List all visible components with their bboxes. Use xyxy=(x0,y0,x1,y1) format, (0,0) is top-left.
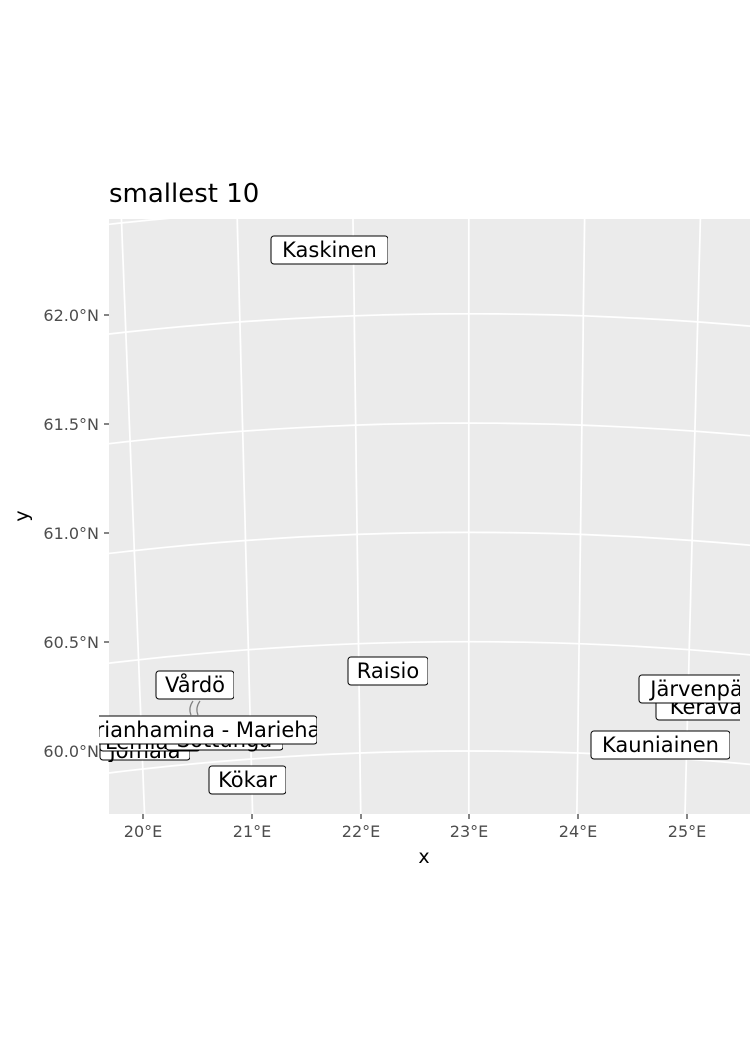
y-tick: 62.0°N xyxy=(43,306,109,325)
graticule-parallel xyxy=(109,422,750,445)
place-label-text: Kökar xyxy=(218,768,277,792)
graticule-meridian xyxy=(120,219,146,814)
x-tick-label: 24°E xyxy=(559,822,597,841)
place-label-box xyxy=(590,730,730,760)
x-tick: 22°E xyxy=(342,814,380,841)
x-tick: 21°E xyxy=(233,814,271,841)
place-label-kokar: Kökar xyxy=(208,765,286,795)
x-axis-title: x xyxy=(418,846,429,868)
y-axis-title: y xyxy=(11,510,33,521)
y-tick-label: 61.5°N xyxy=(43,415,99,434)
graticule-parallel xyxy=(109,312,750,335)
y-tick: 61.5°N xyxy=(43,415,109,434)
place-label-box xyxy=(99,715,317,745)
x-tick-label: 21°E xyxy=(233,822,271,841)
y-tick-label: 62.0°N xyxy=(43,306,99,325)
place-label-kaskinen: Kaskinen xyxy=(270,235,388,265)
x-tick: 24°E xyxy=(559,814,597,841)
place-label-text: Vårdö xyxy=(165,672,225,697)
leader-line xyxy=(189,700,194,716)
graticule-parallel xyxy=(109,531,750,555)
x-tick-label: 23°E xyxy=(450,822,488,841)
x-tick-label: 20°E xyxy=(124,822,162,841)
place-label-box xyxy=(208,765,286,795)
graticule-parallel xyxy=(109,750,750,774)
place-label-box xyxy=(155,670,234,700)
graticule-meridian xyxy=(576,219,586,814)
graticule-meridian xyxy=(4,194,43,936)
y-tick-label: 61.0°N xyxy=(43,524,99,543)
leader-lines xyxy=(189,700,201,716)
graticule-parallel xyxy=(109,640,750,665)
place-label-text: Järvenpää xyxy=(648,677,750,701)
y-axis: 60.0°N 60.5°N 61.0°N 61.5°N 62.0°N xyxy=(43,306,109,761)
graticule-meridian xyxy=(352,219,362,814)
place-label-text: Kaskinen xyxy=(282,238,377,262)
y-tick: 60.0°N xyxy=(43,742,109,761)
map-title: smallest 10 xyxy=(109,179,259,209)
place-labels: KaskinenRaisioJomalaLemlandSottungaMaari… xyxy=(52,235,750,795)
x-axis: 20°E 21°E 22°E 23°E 24°E 25°E xyxy=(124,814,706,841)
place-label-box xyxy=(270,235,388,265)
place-label-text: Raisio xyxy=(357,659,419,683)
place-label-jarvenpaa: Järvenpää xyxy=(638,674,750,704)
place-label-vardo: Vårdö xyxy=(155,670,234,700)
x-tick-label: 22°E xyxy=(342,822,380,841)
leader-line xyxy=(196,700,201,716)
place-label-raisio: Raisio xyxy=(347,656,428,686)
graticule-meridian xyxy=(684,219,702,814)
place-label-text: Kauniainen xyxy=(602,733,719,757)
y-tick-label: 60.5°N xyxy=(43,633,99,652)
place-label-kauniainen: Kauniainen xyxy=(590,730,730,760)
place-label-box xyxy=(347,656,428,686)
x-tick: 25°E xyxy=(668,814,706,841)
x-tick: 20°E xyxy=(124,814,162,841)
x-tick: 23°E xyxy=(450,814,488,841)
y-tick: 60.5°N xyxy=(43,633,109,652)
x-tick-label: 25°E xyxy=(668,822,706,841)
graticule xyxy=(0,194,750,936)
graticule-parallel xyxy=(0,860,750,900)
place-label-mariehamn: Maarianhamina - Mariehamn xyxy=(52,715,354,745)
y-tick: 61.0°N xyxy=(43,524,109,543)
y-tick-label: 60.0°N xyxy=(43,742,99,761)
place-label-box xyxy=(638,674,740,704)
place-label-text: Maarianhamina - Mariehamn xyxy=(52,718,354,742)
